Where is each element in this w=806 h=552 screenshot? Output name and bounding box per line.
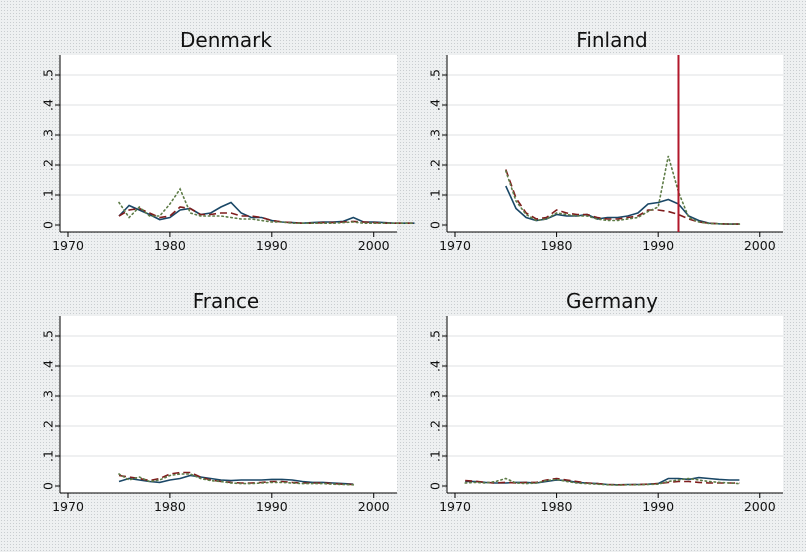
x-tick-label: 2000 xyxy=(744,499,776,514)
series-line-dot xyxy=(118,473,355,486)
series-line-dot xyxy=(118,187,416,224)
panel-germany: Germany 0 .1 .2 .3 .4 .5 1970 1980 1990 2000 xyxy=(428,289,783,514)
plot-area xyxy=(60,55,397,232)
y-tick-label: 0 xyxy=(41,221,56,229)
x-tick-label: 1970 xyxy=(439,238,471,253)
plot-area xyxy=(447,316,783,493)
panel-finland: Finland 0 .1 .2 .3 .4 .5 1970 1980 1990 2000 xyxy=(428,28,783,253)
y-tick-label: .3 xyxy=(41,390,56,402)
panel-title: Denmark xyxy=(180,28,272,52)
y-tick-label: .1 xyxy=(428,450,443,462)
y-tick-label: .3 xyxy=(41,129,56,141)
x-tick-label: 1970 xyxy=(439,499,471,514)
x-tick-label: 1980 xyxy=(154,499,186,514)
y-tick-label: 0 xyxy=(41,482,56,490)
panel-title: Germany xyxy=(566,289,658,313)
series-line-dash xyxy=(118,206,415,224)
x-tick-label: 1980 xyxy=(541,499,573,514)
y-tick-label: .2 xyxy=(41,420,56,432)
y-tick-label: .2 xyxy=(41,159,56,171)
x-tick-label: 2000 xyxy=(358,499,390,514)
x-tick-label: 1990 xyxy=(642,238,674,253)
x-tick-label: 1990 xyxy=(642,499,674,514)
y-tick-label: .1 xyxy=(428,189,443,201)
y-tick-label: .3 xyxy=(428,390,443,402)
y-tick-label: .4 xyxy=(41,360,56,372)
plot-area xyxy=(447,55,783,232)
series-line-dot xyxy=(464,477,741,486)
plot-area xyxy=(60,316,397,493)
y-tick-label: .1 xyxy=(41,189,56,201)
x-tick-label: 1970 xyxy=(52,499,84,514)
panel-title: France xyxy=(193,289,260,313)
y-tick-label: .3 xyxy=(428,129,443,141)
x-tick-label: 1990 xyxy=(256,499,288,514)
panel-france: France 0 .1 .2 .3 .4 .5 1970 1980 1990 2000 xyxy=(41,289,397,514)
x-tick-label: 2000 xyxy=(358,238,390,253)
y-tick-label: .4 xyxy=(428,360,443,372)
panel-title: Finland xyxy=(576,28,647,52)
y-tick-label: .2 xyxy=(428,420,443,432)
y-tick-label: 0 xyxy=(428,221,443,229)
y-tick-label: .4 xyxy=(428,99,443,111)
x-tick-label: 1980 xyxy=(154,238,186,253)
y-tick-label: .1 xyxy=(41,450,56,462)
y-tick-label: .5 xyxy=(428,330,443,342)
series-line-dash xyxy=(118,471,354,486)
series-line-dot xyxy=(504,155,741,225)
y-tick-label: .5 xyxy=(428,69,443,81)
x-tick-label: 1980 xyxy=(541,238,573,253)
y-tick-label: .2 xyxy=(428,159,443,171)
y-tick-label: 0 xyxy=(428,482,443,490)
x-tick-label: 2000 xyxy=(744,238,776,253)
y-tick-label: .5 xyxy=(41,330,56,342)
panel-denmark: Denmark 0 .1 .2 .3 .4 .5 1970 1980 1990 2000 xyxy=(41,28,416,253)
x-tick-label: 1970 xyxy=(52,238,84,253)
y-tick-label: .4 xyxy=(41,99,56,111)
y-tick-label: .5 xyxy=(41,69,56,81)
x-tick-label: 1990 xyxy=(256,238,288,253)
